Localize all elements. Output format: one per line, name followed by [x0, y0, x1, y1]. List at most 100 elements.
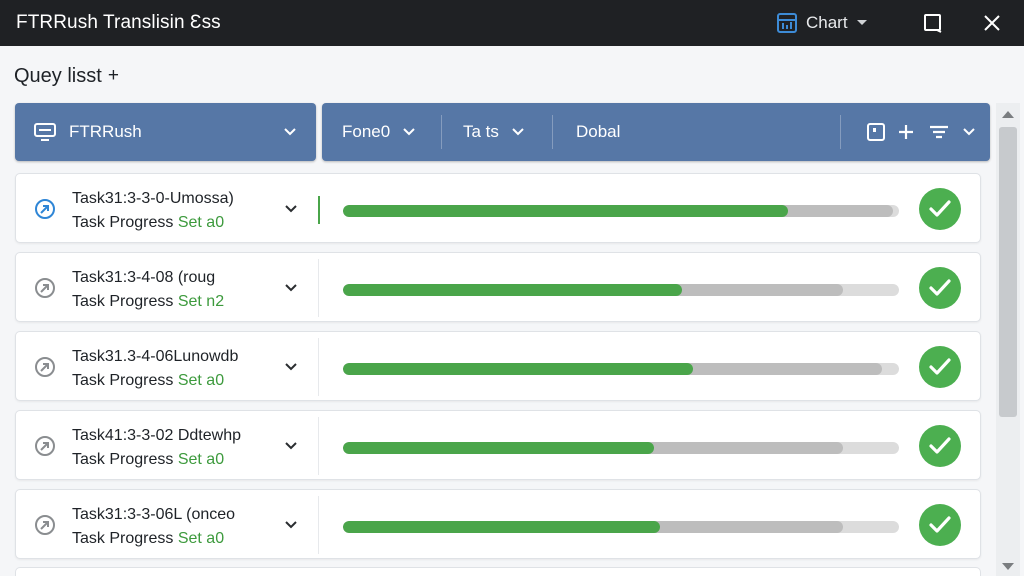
task-row[interactable]: Task41:3-3-02 Ddtewhp Task Progress Set a…	[15, 410, 981, 480]
source-selector-content: FTRRush	[33, 103, 142, 161]
chart-menu-button[interactable]: Chart	[776, 9, 868, 37]
expand-row-button[interactable]	[278, 275, 304, 301]
app-title: FTRRush Translisin Ɛss	[16, 12, 221, 33]
divider	[840, 115, 841, 149]
expand-row-button[interactable]	[278, 433, 304, 459]
progress-bar	[343, 205, 899, 217]
task-set-label: Set	[177, 372, 202, 389]
task-set-value: a0	[206, 372, 225, 389]
task-progress-text: Task Progress	[72, 293, 174, 310]
chevron-down-icon	[285, 442, 297, 450]
task-progress-label: Task Progress Set a0	[72, 372, 224, 390]
title-bar: FTRRush Translisin Ɛss Chart	[0, 0, 1024, 46]
pending-arrow-icon	[35, 515, 55, 535]
task-row[interactable]: Task31:3-4-08 (roug Task Progress Set n2	[15, 252, 981, 322]
divider	[318, 496, 319, 554]
source-selector-label: FTRRush	[69, 122, 142, 141]
task-name: Task31:3-3-06L (onceo	[72, 506, 236, 523]
page-title: Quey lisst	[14, 65, 102, 87]
divider	[318, 338, 319, 396]
filter-tats-label: Ta ts	[463, 122, 499, 141]
complete-check-icon	[919, 267, 961, 309]
progress-bar-fill	[343, 521, 660, 533]
task-set-value: a0	[206, 214, 225, 231]
expand-row-button[interactable]	[278, 354, 304, 380]
vertical-scrollbar[interactable]	[996, 103, 1020, 576]
task-set-label: Set	[177, 214, 202, 231]
task-progress-text: Task Progress	[72, 372, 174, 389]
filter-dobal[interactable]: Dobal	[576, 103, 620, 161]
divider	[318, 259, 319, 317]
chevron-down-icon	[285, 363, 297, 371]
filter-icon	[930, 125, 948, 139]
chevron-down-icon	[963, 128, 975, 136]
task-progress-text: Task Progress	[72, 214, 174, 231]
filter-button[interactable]	[928, 103, 950, 161]
maximize-button[interactable]	[918, 8, 948, 38]
task-row[interactable]: Task31:3-3-06L (onceo Task Progress Set a…	[15, 489, 981, 559]
add-query-button[interactable]: +	[107, 65, 119, 86]
source-selector[interactable]: FTRRush	[15, 103, 316, 161]
complete-check-icon	[919, 425, 961, 467]
progress-bar	[343, 442, 899, 454]
toolbar-menu-button[interactable]	[962, 103, 976, 161]
divider	[318, 417, 319, 475]
chevron-down-icon	[403, 128, 415, 136]
expand-row-button[interactable]	[278, 196, 304, 222]
filter-dropdown-tats[interactable]: Ta ts	[463, 103, 525, 161]
task-name: Task41:3-3-02 Ddtewhp	[72, 427, 241, 444]
active-arrow-icon	[35, 199, 55, 219]
task-row[interactable]: Task31.3-4-06Lunowdb Task Progress Set a0	[15, 331, 981, 401]
filter-dobal-label: Dobal	[576, 122, 621, 141]
list-item[interactable]	[15, 567, 981, 576]
scroll-down-arrow-icon[interactable]	[1002, 563, 1014, 570]
task-set-label: Set	[177, 530, 202, 547]
query-list-header: Quey lisst +	[14, 65, 119, 88]
progress-bar-fill	[343, 284, 682, 296]
task-progress-label: Task Progress Set a0	[72, 214, 224, 232]
task-set-value: a0	[206, 451, 225, 468]
divider	[441, 115, 442, 149]
task-name: Task31.3-4-06Lunowdb	[72, 348, 239, 365]
task-progress-label: Task Progress Set n2	[72, 293, 224, 311]
progress-bar	[343, 521, 899, 533]
pending-arrow-icon	[35, 436, 55, 456]
chevron-down-icon	[512, 128, 524, 136]
complete-check-icon	[919, 346, 961, 388]
divider	[318, 196, 320, 224]
complete-check-icon	[919, 504, 961, 546]
chart-icon	[777, 13, 797, 33]
progress-bar	[343, 363, 899, 375]
close-icon	[984, 15, 1000, 31]
stop-button[interactable]	[866, 103, 886, 161]
close-button[interactable]	[977, 8, 1007, 38]
task-progress-label: Task Progress Set a0	[72, 530, 224, 548]
task-name: Task31:3-4-08 (roug	[72, 269, 216, 286]
filter-fone-label: Fone0	[342, 122, 391, 141]
progress-bar	[343, 284, 899, 296]
pending-arrow-icon	[35, 278, 55, 298]
chevron-down-icon	[285, 205, 297, 213]
chevron-down-icon	[285, 521, 297, 529]
task-set-value: a0	[206, 530, 225, 547]
task-progress-text: Task Progress	[72, 530, 174, 547]
pending-arrow-icon	[35, 357, 55, 377]
chart-menu-label: Chart	[806, 13, 848, 32]
chevron-down-icon	[856, 20, 867, 25]
task-set-label: Set	[177, 293, 202, 310]
complete-check-icon	[919, 188, 961, 230]
progress-bar-fill	[343, 205, 788, 217]
add-button[interactable]	[896, 103, 916, 161]
filter-toolbar: Fone0 Ta ts Dobal	[322, 103, 990, 161]
stop-square-icon	[867, 123, 885, 141]
filter-dropdown-fone[interactable]: Fone0	[342, 103, 416, 161]
expand-row-button[interactable]	[278, 512, 304, 538]
task-name: Task31:3-3-0-Umossa)	[72, 190, 234, 207]
task-set-value: n2	[206, 293, 225, 310]
scroll-thumb[interactable]	[999, 127, 1017, 417]
task-row[interactable]: Task31:3-3-0-Umossa) Task Progress Set a0	[15, 173, 981, 243]
chevron-down-icon	[284, 128, 296, 136]
divider	[552, 115, 553, 149]
scroll-up-arrow-icon[interactable]	[1002, 111, 1014, 118]
monitor-icon	[34, 123, 56, 141]
